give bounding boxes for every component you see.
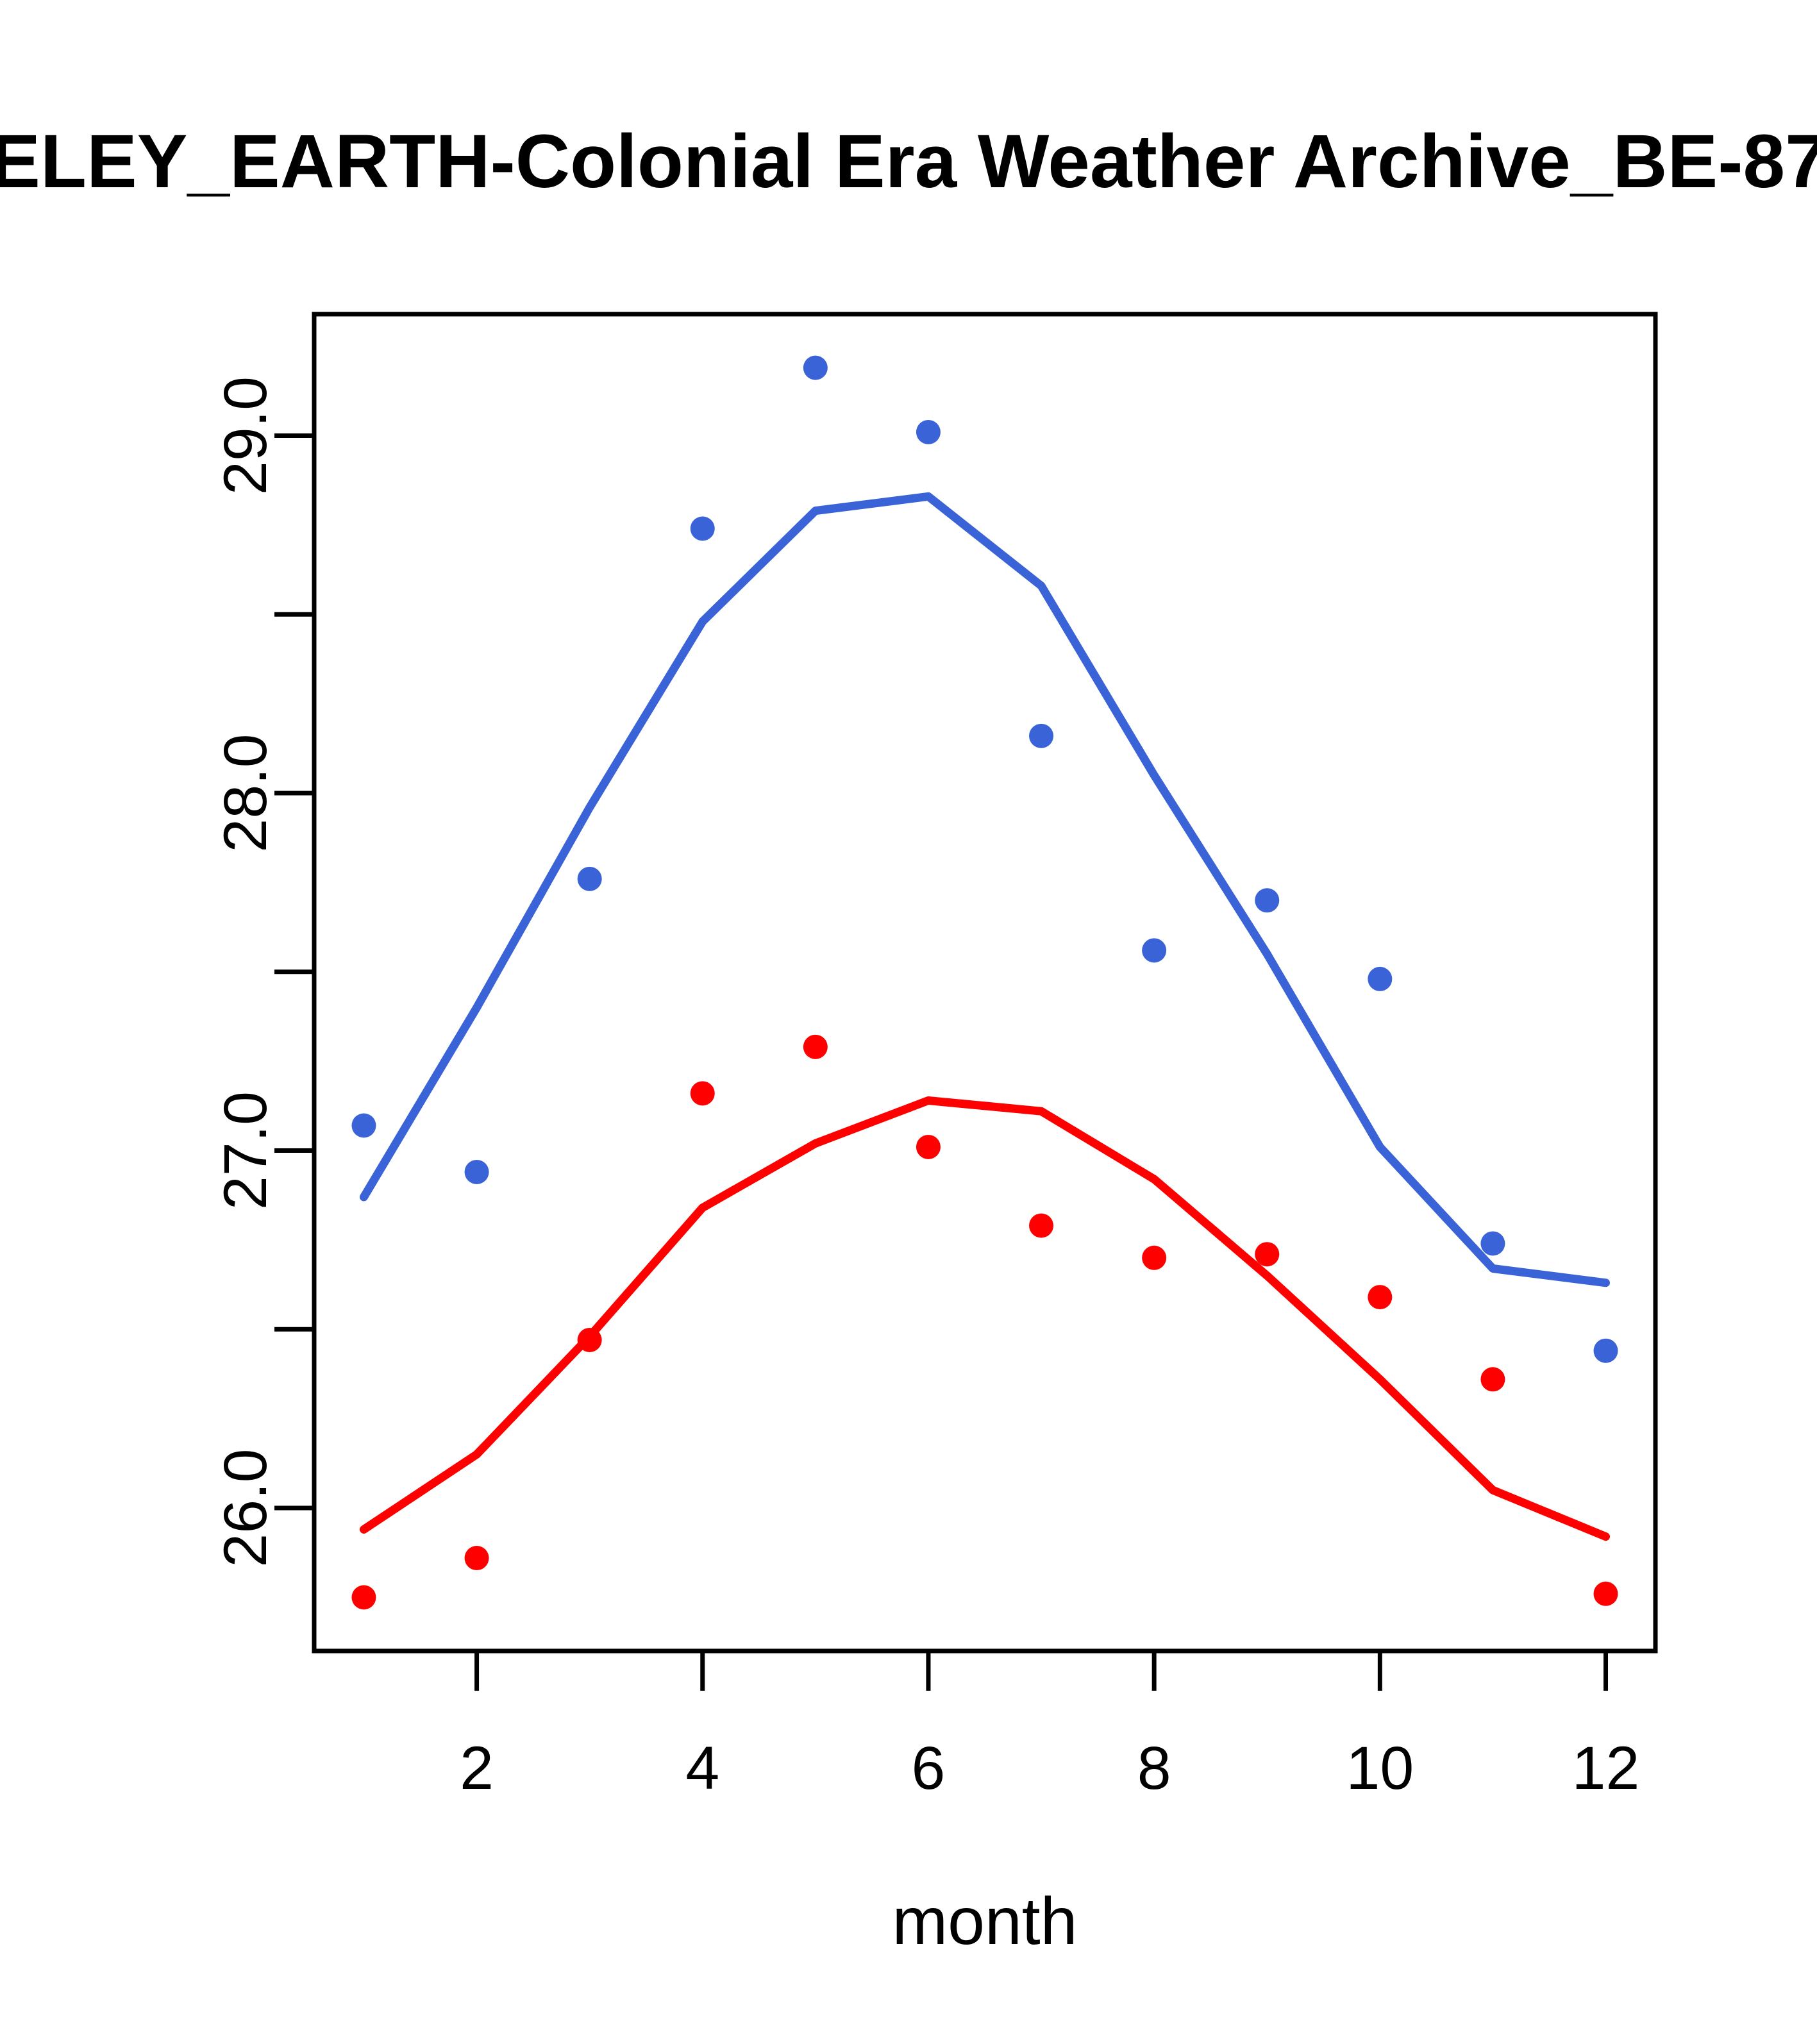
upper-temperature-points-m1: [351, 1113, 376, 1138]
x-tick-label: 10: [1346, 1734, 1414, 1802]
plot-border: [312, 312, 1658, 1654]
series-layer: [351, 355, 1618, 1610]
lower-temperature-points-m6: [916, 1134, 941, 1159]
y-tick-label: 29.0: [212, 376, 280, 495]
upper-temperature-points-m4: [690, 516, 715, 541]
y-tick-label: 28.0: [212, 734, 280, 853]
upper-temperature-points-m3: [577, 866, 602, 891]
upper-temperature-points-m6: [916, 419, 941, 444]
lower-temperature-smooth-line: [359, 1096, 1611, 1541]
lower-temperature-points-m1: [351, 1585, 376, 1610]
lower-temperature-points-m2: [464, 1546, 489, 1571]
lower-temperature-points-m3: [577, 1327, 602, 1352]
lower-temperature-points-m7: [1029, 1213, 1054, 1238]
y-tick-label: 27.0: [212, 1091, 280, 1210]
lower-temperature-points-m10: [1368, 1285, 1393, 1310]
x-axis-title: month: [892, 1884, 1077, 1959]
lower-temperature-points-m12: [1593, 1581, 1618, 1606]
chart-title: ELEY_EARTH-Colonial Era Weather Archive_…: [0, 119, 1817, 204]
upper-temperature-points-m5: [803, 355, 828, 380]
upper-temperature-points-m12: [1593, 1338, 1618, 1363]
x-tick-label: 12: [1572, 1734, 1640, 1802]
upper-temperature-points-m9: [1255, 888, 1280, 913]
upper-temperature-points-m2: [464, 1159, 489, 1184]
x-tick-label: 6: [912, 1734, 946, 1802]
lower-temperature-points-m11: [1480, 1367, 1505, 1392]
upper-temperature-smooth-line: [359, 492, 1611, 1287]
lower-temperature-points-m5: [803, 1034, 828, 1059]
y-tick-label: 26.0: [212, 1449, 280, 1568]
upper-temperature-points-m7: [1029, 723, 1054, 748]
axis-layer: 26.0 27.0 28.0 29.0 2 4 6 8 10 12: [212, 312, 1658, 1802]
lower-temperature-points-m4: [690, 1081, 715, 1106]
upper-temperature-points-m10: [1368, 966, 1393, 991]
upper-temperature-points-m8: [1142, 938, 1167, 963]
x-tick-label: 4: [685, 1734, 719, 1802]
lower-temperature-points-m8: [1142, 1245, 1167, 1270]
upper-temperature-points-m11: [1480, 1231, 1505, 1256]
x-tick-label: 8: [1137, 1734, 1171, 1802]
x-tick-label: 2: [460, 1734, 494, 1802]
lower-temperature-points-m9: [1255, 1242, 1280, 1267]
